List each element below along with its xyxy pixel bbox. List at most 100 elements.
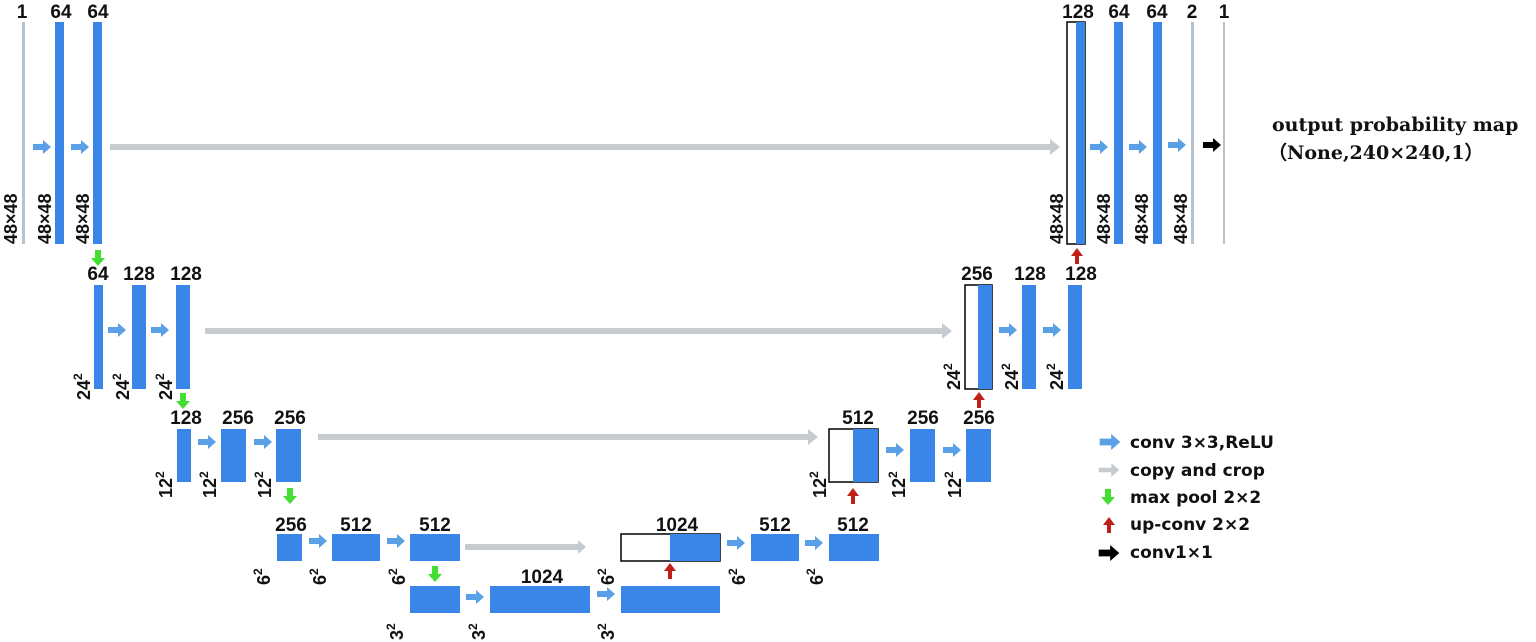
upconv-arrow-icon [664, 563, 676, 579]
r2-upconv-map [978, 285, 992, 389]
conv-arrow-icon [151, 323, 169, 337]
bottom-map-2 [490, 586, 590, 613]
r1-upconv-map [1076, 22, 1085, 244]
channel-label: 512 [842, 408, 874, 429]
size-label: 48×48 [73, 193, 93, 244]
size-label: 32 [466, 623, 489, 640]
r4-upconv-map [670, 534, 720, 561]
size-label: 62 [595, 568, 618, 585]
upconv-arrow-icon [1071, 248, 1083, 264]
channel-label: 1 [17, 2, 28, 23]
channel-label: 512 [340, 515, 372, 536]
size-label: 122 [807, 471, 830, 498]
r3-upconv-map [853, 429, 878, 482]
input-map [22, 22, 25, 244]
channel-label: 64 [1108, 2, 1130, 23]
size-label: 122 [886, 471, 909, 498]
size-label: 32 [595, 623, 618, 640]
r1-map-3 [1191, 22, 1194, 244]
pool-arrow-icon [428, 566, 442, 582]
conv-arrow-icon [309, 534, 327, 548]
size-label: 242 [1044, 363, 1067, 390]
pool-arrow-icon [176, 393, 190, 409]
channel-label: 128 [170, 264, 202, 285]
size-label: 242 [941, 363, 964, 390]
size-label: 62 [251, 568, 274, 585]
channel-label: 512 [837, 515, 869, 536]
channel-label: 256 [961, 264, 993, 285]
channel-label: 64 [1146, 2, 1168, 23]
size-label: 122 [197, 471, 220, 498]
size-label: 48×48 [1132, 193, 1152, 244]
size-label: 242 [110, 373, 133, 400]
bottom-map-3 [621, 586, 720, 613]
conv-arrow-icon [886, 443, 904, 457]
size-label: 242 [153, 373, 176, 400]
legend: conv 3×3,ReLU copy and crop max pool 2×2… [1098, 433, 1274, 563]
conv-arrow-icon [1129, 140, 1147, 154]
l3-map-2 [221, 429, 246, 482]
conv-arrow-icon [1168, 138, 1186, 152]
channel-label: 512 [759, 515, 791, 536]
upconv-arrow-icon [1103, 517, 1115, 533]
size-label: 48×48 [1, 193, 21, 244]
conv-arrow-icon [1099, 434, 1121, 450]
conv1x1-arrow-icon [1203, 138, 1221, 152]
channel-label: 256 [963, 408, 995, 429]
r4-map-1 [751, 534, 799, 561]
l2-map-1 [94, 285, 103, 389]
output-shape: （None,240×240,1） [1268, 141, 1484, 164]
pool-arrow-icon [283, 488, 297, 504]
channel-label: 1 [1219, 2, 1230, 23]
legend-label: copy and crop [1130, 461, 1265, 481]
channel-label: 64 [87, 264, 109, 285]
pool-arrow-icon [1101, 489, 1115, 505]
channel-label: 2 [1187, 2, 1198, 23]
size-label: 62 [386, 568, 409, 585]
copy-arrow-icon [110, 139, 1060, 155]
legend-label: up-conv 2×2 [1130, 515, 1250, 535]
r4-map-2 [829, 534, 879, 561]
copy-arrow-icon [318, 429, 818, 445]
channel-label: 512 [419, 515, 451, 536]
size-label: 48×48 [35, 193, 55, 244]
upconv-arrow-icon [973, 392, 985, 408]
size-label: 62 [726, 568, 749, 585]
r2-map-2 [1068, 285, 1082, 389]
channel-label: 256 [274, 408, 306, 429]
conv-arrow-icon [198, 435, 216, 449]
size-label: 48×48 [1047, 193, 1067, 244]
channel-label: 128 [170, 408, 202, 429]
upconv-arrow-icon [847, 488, 859, 504]
legend-label: conv1×1 [1130, 543, 1213, 563]
channel-label: 1024 [521, 567, 564, 588]
l2-map-2 [132, 285, 146, 389]
l3-map-3 [276, 429, 301, 482]
l4-map-3 [410, 534, 460, 561]
size-label: 48×48 [1094, 193, 1114, 244]
channel-label: 128 [1065, 264, 1097, 285]
r3-map-1 [910, 429, 935, 482]
copy-arrow-icon [205, 323, 952, 339]
conv-arrow-icon [254, 435, 272, 449]
size-label: 48×48 [1171, 193, 1191, 244]
conv-arrow-icon [466, 590, 484, 604]
l1-map-2 [93, 22, 102, 244]
conv-arrow-icon [108, 323, 126, 337]
channel-label: 1024 [656, 515, 699, 536]
conv-arrow-icon [727, 536, 745, 550]
conv-arrow-icon [33, 140, 51, 154]
channel-label: 64 [50, 2, 72, 23]
size-label: 122 [153, 471, 176, 498]
legend-label: conv 3×3,ReLU [1130, 433, 1274, 453]
channel-label: 256 [907, 408, 939, 429]
channel-label: 256 [275, 515, 307, 536]
size-label: 122 [942, 471, 965, 498]
r1-map-1 [1114, 22, 1123, 244]
output-map [1223, 22, 1225, 244]
legend-label: max pool 2×2 [1130, 488, 1261, 508]
size-label: 242 [71, 373, 94, 400]
channel-label: 128 [123, 264, 155, 285]
l1-map-1 [55, 22, 64, 244]
